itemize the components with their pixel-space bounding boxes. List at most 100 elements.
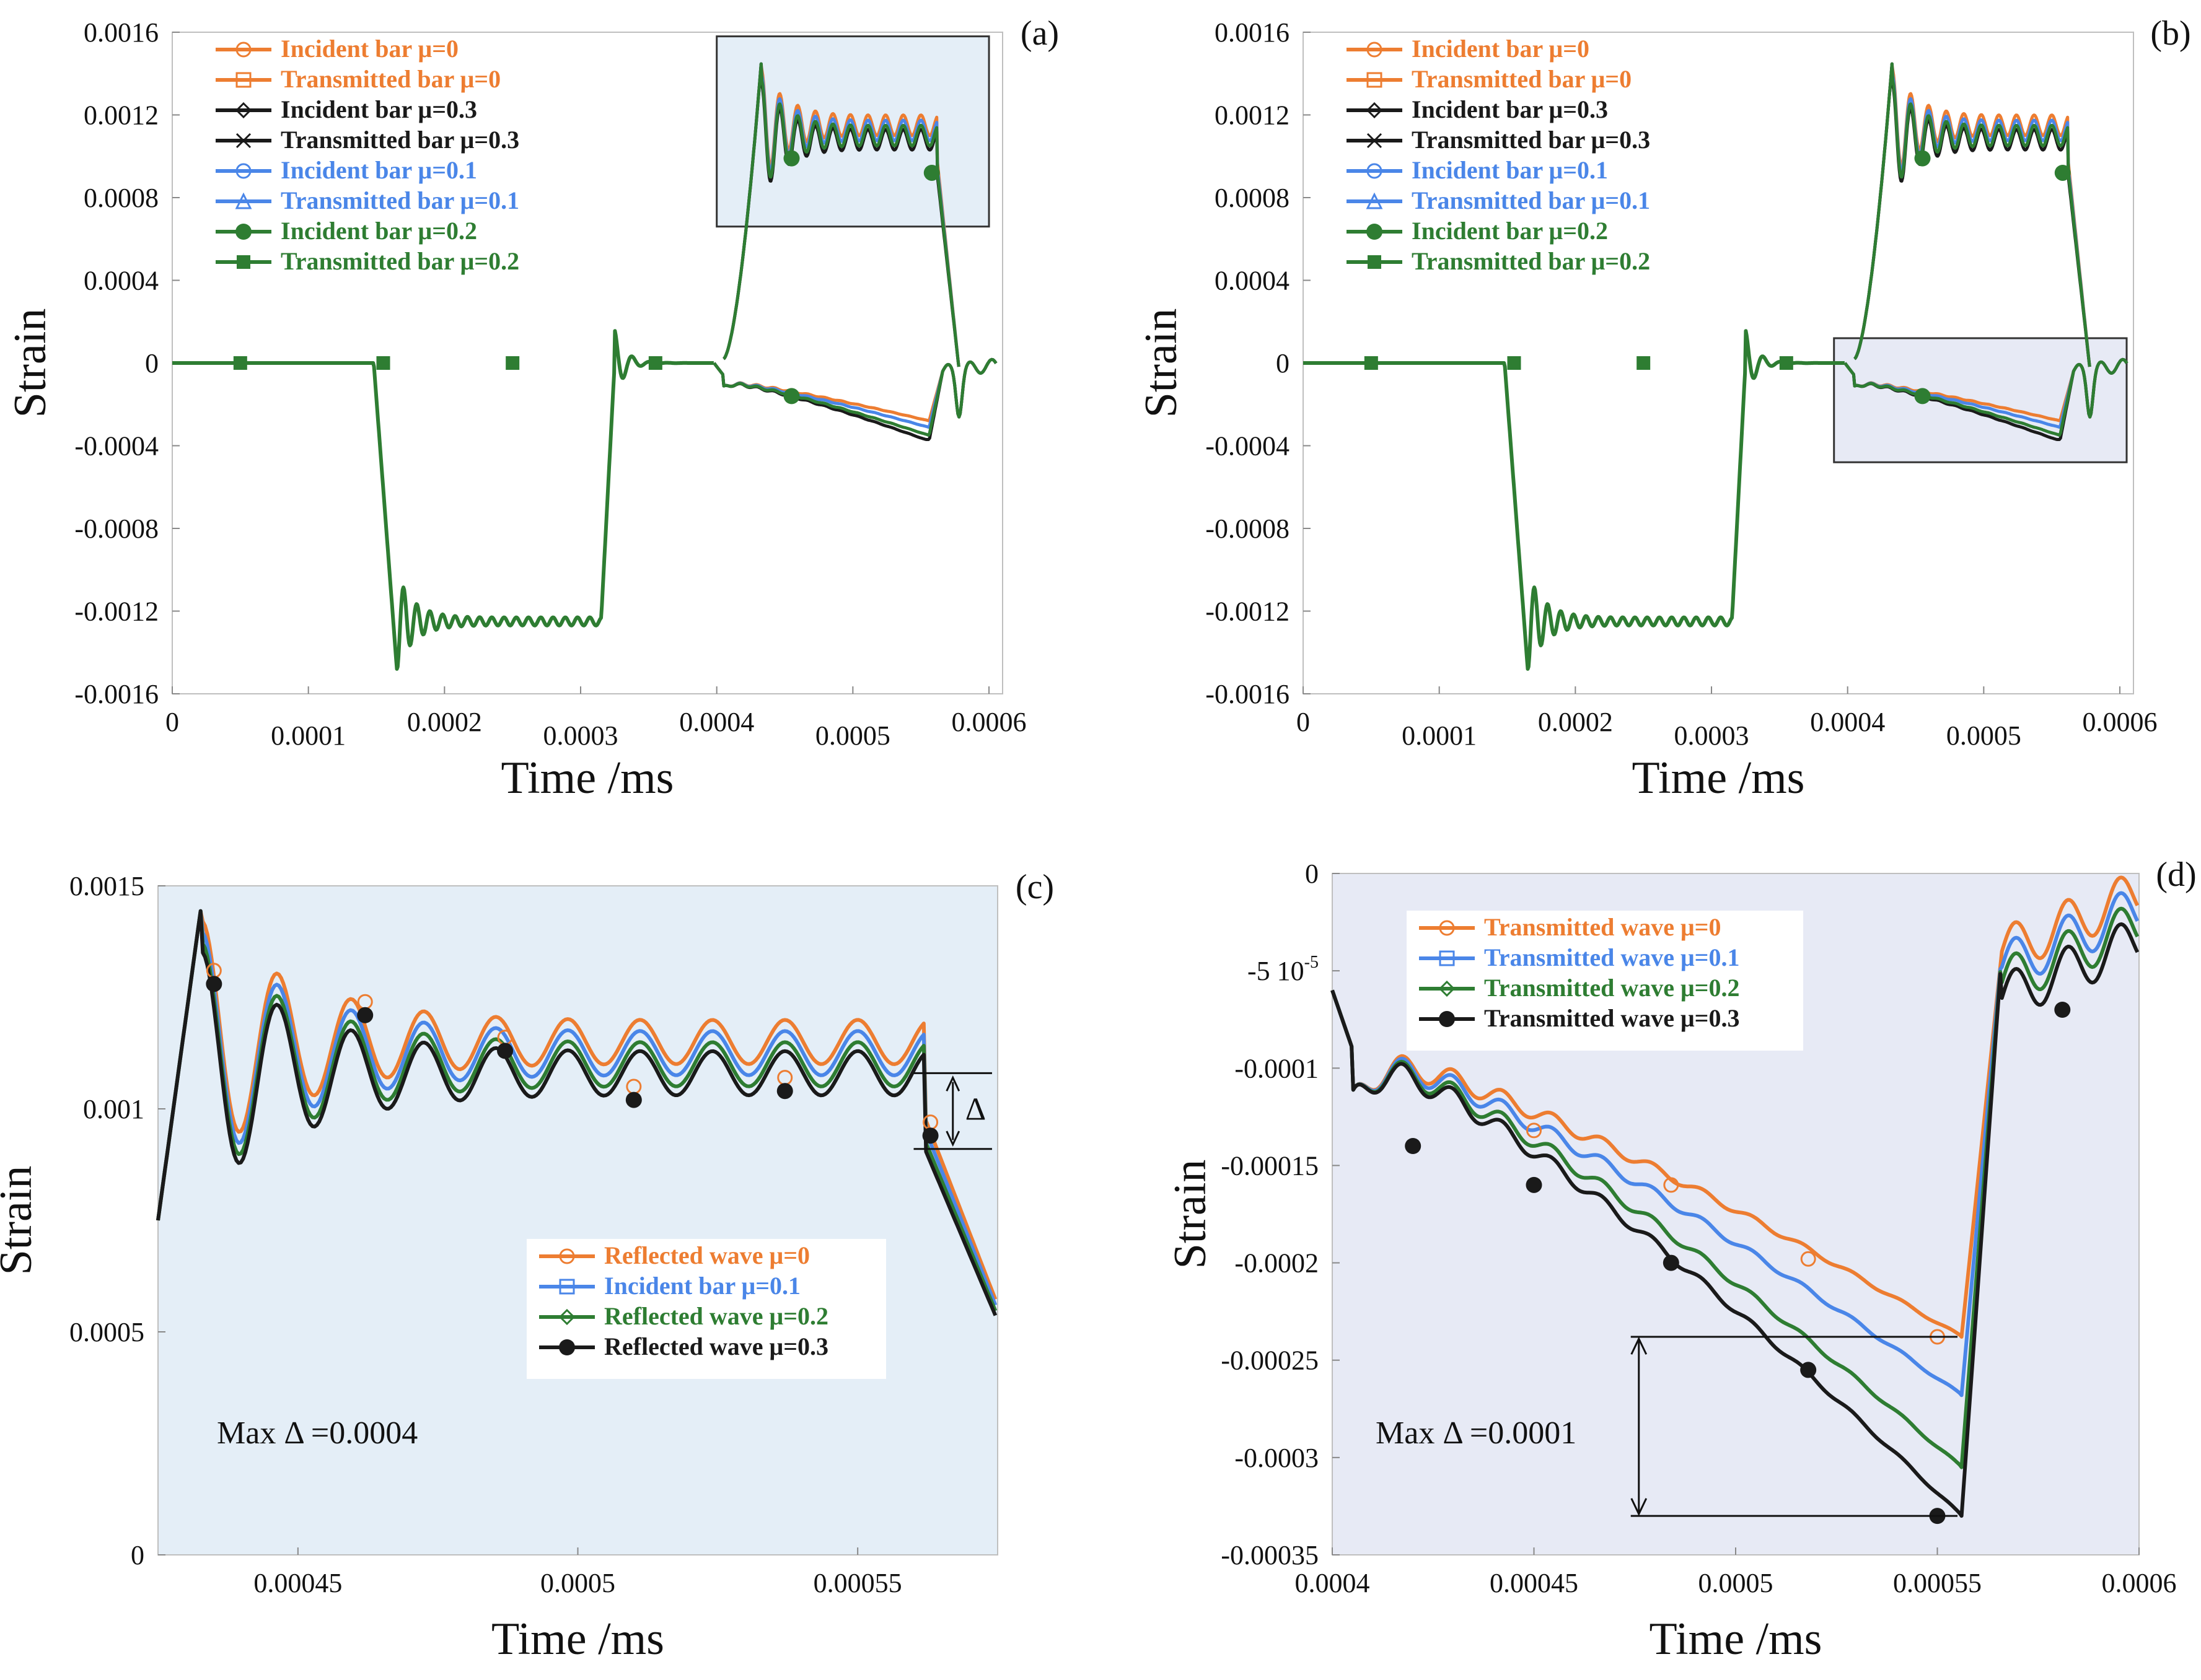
legend-label: Incident bar μ=0.2	[1412, 217, 1608, 245]
legend-label: Transmitted bar μ=0.1	[281, 186, 519, 214]
series-marker	[648, 356, 662, 370]
max-delta-annotation: Max Δ =0.0001	[1376, 1415, 1576, 1451]
x-tick-label: 0.0005	[1698, 1568, 1773, 1598]
series-marker	[506, 356, 520, 370]
legend-marker	[235, 133, 252, 149]
strain-series-line	[156, 909, 998, 1306]
y-tick-label: 0	[1276, 348, 1289, 378]
incident-series-line	[1302, 329, 1846, 671]
y-tick-label: 0.0008	[84, 183, 159, 213]
x-tick-label: 0.00055	[1893, 1568, 1982, 1598]
x-axis-title: Time /ms	[491, 1614, 664, 1665]
transmitted-series-line	[713, 357, 998, 429]
legend-label: Incident bar μ=0	[281, 35, 459, 63]
legend-marker	[559, 1248, 575, 1264]
series-marker	[1364, 356, 1378, 370]
transmitted-series-line	[1843, 357, 2129, 437]
x-tick-label: 0.0002	[1538, 707, 1613, 737]
y-tick-label: -0.0008	[1205, 514, 1289, 544]
strain-series-line	[156, 909, 998, 1300]
legend-label: Incident bar μ=0.1	[1412, 156, 1608, 184]
x-tick-label: 0.00045	[1490, 1568, 1578, 1598]
x-tick-label: 0.0006	[952, 707, 1027, 737]
reflected-series-line	[1853, 62, 2091, 367]
legend-box	[527, 1239, 886, 1379]
legend-marker	[235, 42, 252, 58]
legend-label: Transmitted bar μ=0.3	[281, 126, 519, 154]
x-tick-label: 0.0006	[2083, 707, 2158, 737]
y-tick-label-base: -5 10	[1247, 956, 1304, 986]
y-tick-label: 0.0008	[1215, 183, 1289, 213]
y-tick-label: -0.00015	[1221, 1150, 1319, 1181]
series-marker	[206, 976, 222, 992]
y-tick-label: 0.0012	[84, 100, 159, 131]
delta-arrow-head	[1630, 1498, 1648, 1516]
series-marker	[1663, 1254, 1679, 1271]
x-tick-label: 0.0004	[679, 707, 754, 737]
series-marker	[625, 1092, 642, 1108]
y-tick-label: -0.0012	[74, 597, 159, 627]
legend-label: Transmitted wave μ=0	[1484, 913, 1721, 941]
x-axis-title: Time /ms	[1632, 753, 1805, 803]
x-tick-label: 0.0003	[1674, 720, 1749, 751]
y-tick-label: -0.0002	[1234, 1248, 1319, 1279]
legend-marker	[235, 163, 252, 179]
series-marker	[1914, 388, 1931, 405]
legend-marker	[1366, 133, 1382, 149]
delta-arrow-head	[1630, 1336, 1648, 1355]
strain-series-line	[1330, 906, 2140, 1469]
series-marker	[233, 356, 247, 370]
legend-marker	[1366, 72, 1382, 88]
y-tick-label: -5 10-5	[1247, 953, 1319, 986]
series-marker	[783, 150, 800, 167]
legend-label: Transmitted wave μ=0.1	[1484, 943, 1739, 971]
legend-marker	[1366, 163, 1382, 179]
strain-series-line	[1330, 891, 2140, 1398]
legend-label: Transmitted bar μ=0.1	[1412, 186, 1650, 214]
legend-marker	[237, 255, 250, 269]
series-marker	[2054, 1002, 2071, 1018]
series-marker	[1636, 356, 1651, 370]
y-axis-title: Strain	[1136, 308, 1187, 418]
y-tick-label: -0.0004	[74, 431, 159, 462]
legend-label: Reflected wave μ=0.3	[604, 1332, 828, 1360]
series-marker	[1800, 1362, 1817, 1378]
x-tick-label: 0.0003	[543, 720, 618, 751]
series-marker	[497, 1043, 514, 1059]
y-tick-label: 0	[145, 348, 159, 378]
series-marker	[1507, 356, 1521, 370]
legend-marker	[1366, 224, 1382, 240]
y-tick-label: 0.0012	[1215, 100, 1289, 131]
y-tick-label: 0.0004	[84, 266, 159, 296]
delta-arrow-head	[946, 1075, 960, 1092]
legend-label: Incident bar μ=0.1	[281, 156, 477, 184]
legend-marker	[1439, 1011, 1455, 1027]
highlight-window	[1833, 337, 2128, 463]
series-marker	[1914, 150, 1931, 167]
legend-label: Incident bar μ=0.3	[281, 95, 477, 123]
y-axis-title: Strain	[1165, 1160, 1216, 1269]
y-tick-label: -0.0001	[1234, 1053, 1319, 1083]
x-tick-label: 0.0006	[2102, 1568, 2177, 1598]
legend-label: Reflected wave μ=0.2	[604, 1302, 828, 1330]
series-marker	[1663, 1177, 1679, 1193]
legend-marker	[1439, 920, 1455, 936]
x-tick-label: 0.0001	[1402, 720, 1477, 751]
y-tick-label: -0.0012	[1205, 597, 1289, 627]
series-marker	[1779, 356, 1793, 370]
x-tick-label: 0.00045	[253, 1568, 342, 1598]
legend-label: Incident bar μ=0.2	[281, 217, 477, 245]
legend-marker	[235, 72, 252, 88]
y-tick-label: -0.0008	[74, 514, 159, 544]
series-marker	[783, 388, 800, 405]
legend-box	[1407, 911, 1803, 1051]
series-marker	[1405, 1138, 1421, 1154]
x-tick-label: 0	[1296, 707, 1310, 737]
panel-label: (a)	[1021, 14, 1059, 53]
series-marker	[376, 356, 390, 370]
y-tick-label: -0.00035	[1221, 1540, 1319, 1570]
